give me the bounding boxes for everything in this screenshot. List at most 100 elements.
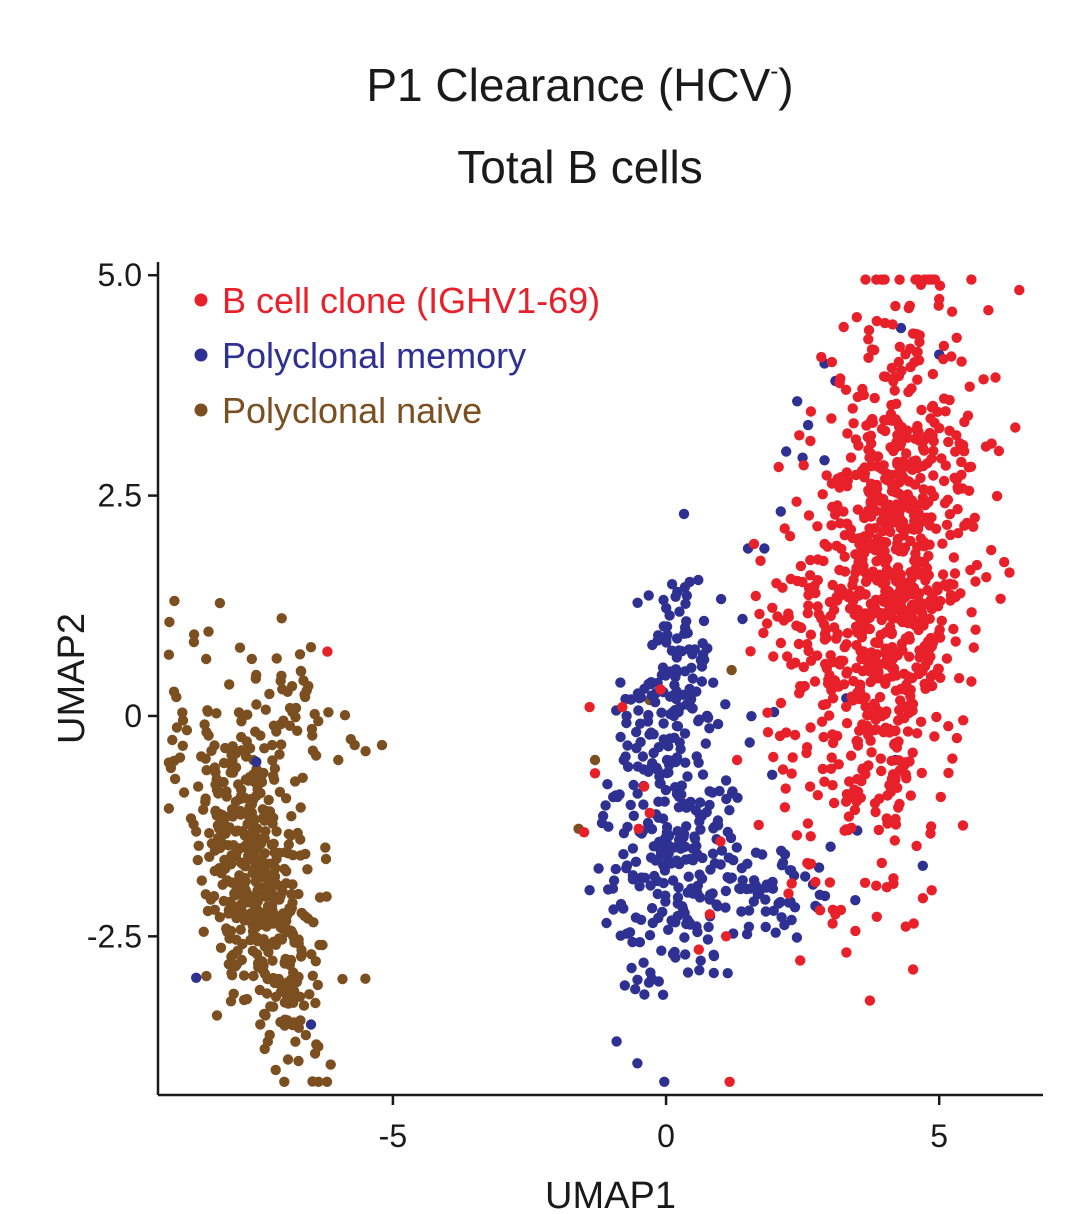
data-point — [661, 634, 672, 645]
data-point — [693, 574, 704, 586]
data-point — [293, 938, 304, 949]
data-point — [791, 830, 803, 841]
data-point — [267, 905, 278, 917]
data-point — [273, 933, 285, 944]
data-point — [264, 688, 275, 700]
data-point — [851, 640, 862, 651]
data-point — [578, 827, 590, 838]
data-point — [818, 619, 830, 630]
data-point — [670, 756, 681, 768]
data-point — [655, 850, 667, 861]
data-point — [634, 881, 645, 892]
data-point — [910, 274, 921, 285]
data-point — [818, 731, 829, 743]
data-point — [748, 538, 760, 550]
y-tick-label: 2.5 — [98, 478, 142, 514]
data-point — [915, 716, 927, 727]
data-point — [300, 848, 311, 860]
data-point — [865, 511, 877, 522]
x-axis-label: UMAP1 — [545, 1175, 676, 1214]
data-point — [236, 716, 247, 727]
data-point — [913, 426, 924, 437]
data-point — [225, 896, 236, 907]
data-point — [830, 909, 841, 920]
data-point — [895, 322, 907, 334]
data-point — [758, 627, 769, 639]
data-point — [723, 852, 734, 863]
legend-label: Polyclonal memory — [222, 335, 526, 376]
data-point — [310, 997, 321, 1009]
data-point — [680, 949, 691, 960]
data-point — [850, 895, 861, 906]
data-point — [898, 473, 910, 484]
data-point — [226, 749, 237, 761]
data-point — [247, 925, 259, 937]
data-point — [834, 659, 846, 670]
data-point — [863, 729, 874, 741]
data-point — [755, 555, 766, 566]
data-point — [825, 763, 837, 774]
data-point — [866, 344, 878, 355]
data-point — [776, 845, 787, 856]
data-point — [745, 646, 756, 657]
data-point — [632, 974, 643, 985]
data-point — [726, 664, 737, 676]
data-point — [933, 628, 944, 640]
data-point — [970, 624, 981, 635]
y-tick-label: 0 — [124, 698, 142, 734]
chart-title-close: ) — [778, 59, 794, 111]
data-point — [671, 720, 682, 732]
data-point — [899, 713, 910, 724]
data-point — [966, 274, 977, 285]
data-point — [907, 328, 919, 339]
data-point — [171, 691, 182, 703]
data-point — [904, 583, 915, 594]
data-point — [622, 740, 633, 751]
data-point — [309, 1048, 321, 1059]
x-tick-label: 0 — [657, 1118, 675, 1154]
data-point — [805, 722, 816, 733]
data-point — [260, 867, 271, 878]
data-point — [845, 452, 857, 463]
data-point — [925, 828, 936, 839]
data-point — [174, 752, 186, 763]
data-point — [202, 905, 214, 917]
data-point — [299, 910, 310, 922]
data-point — [699, 654, 710, 665]
data-point — [724, 1076, 735, 1088]
data-point — [286, 681, 298, 692]
data-point — [643, 678, 654, 690]
data-point — [829, 675, 841, 686]
data-point — [825, 841, 836, 852]
data-point — [867, 710, 878, 721]
data-point — [881, 706, 892, 717]
data-point — [871, 880, 882, 891]
data-point — [230, 796, 241, 807]
data-point — [906, 497, 917, 508]
data-point — [258, 1008, 270, 1020]
data-point — [834, 479, 846, 490]
data-point — [268, 1001, 279, 1012]
data-point — [928, 470, 939, 481]
data-point — [701, 710, 713, 721]
data-point — [772, 611, 783, 622]
data-point — [841, 947, 852, 958]
data-point — [819, 455, 830, 466]
data-point — [320, 842, 331, 853]
data-point — [685, 796, 696, 808]
data-point — [963, 462, 974, 473]
data-point — [337, 973, 348, 985]
data-point — [658, 877, 669, 889]
data-point — [761, 882, 772, 893]
data-point — [880, 473, 891, 484]
data-point — [695, 955, 706, 966]
data-point — [615, 731, 626, 743]
data-point — [824, 710, 835, 721]
data-point — [628, 810, 639, 821]
data-point — [286, 902, 297, 914]
data-point — [900, 349, 911, 360]
data-point — [608, 875, 620, 886]
data-point — [589, 754, 601, 766]
data-point — [838, 321, 849, 333]
data-point — [948, 579, 959, 590]
